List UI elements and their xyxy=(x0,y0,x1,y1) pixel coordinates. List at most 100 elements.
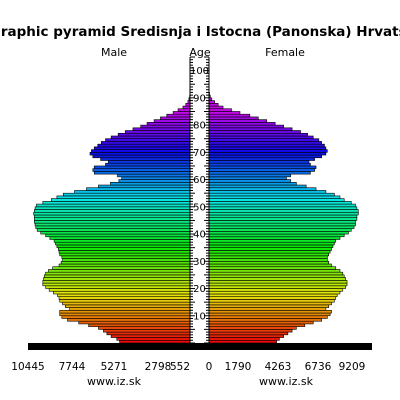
female-bar-age-50 xyxy=(208,203,356,208)
male-bar-age-75 xyxy=(110,135,191,140)
male-bar-age-63 xyxy=(92,168,191,172)
female-bar-age-70 xyxy=(208,149,328,153)
male-bar-age-9 xyxy=(61,315,191,319)
male-bar-age-14 xyxy=(62,301,191,306)
female-bar-age-35 xyxy=(208,244,334,248)
female-label: Female xyxy=(265,46,305,59)
male-bar-age-39 xyxy=(45,233,191,238)
male-bar-age-33 xyxy=(58,250,191,254)
female-bar-age-2 xyxy=(208,334,284,338)
female-bar-age-34 xyxy=(208,247,332,251)
female-bar-age-22 xyxy=(208,280,348,284)
age-tick-label: 10 xyxy=(193,311,206,322)
source-left: www.iz.sk xyxy=(87,375,142,388)
female-bar-age-48 xyxy=(208,209,359,213)
female-bar-age-71 xyxy=(208,146,327,150)
male-bar-age-42 xyxy=(35,225,191,229)
female-bar-age-25 xyxy=(208,271,344,276)
female-bar-age-21 xyxy=(208,282,348,287)
female-bar-age-20 xyxy=(208,285,346,289)
male-bar-age-11 xyxy=(59,310,191,314)
male-bar-age-78 xyxy=(132,127,191,131)
male-bar-age-40 xyxy=(40,231,191,235)
male-axis-tick-label: 552 xyxy=(170,361,190,373)
male-bar-age-19 xyxy=(48,288,191,292)
female-bar-age-36 xyxy=(208,241,335,246)
female-bar-age-81 xyxy=(208,119,268,123)
base-bar xyxy=(28,343,372,350)
male-bar-age-27 xyxy=(52,266,191,270)
female-bar-age-9 xyxy=(208,315,328,319)
female-bar-age-86 xyxy=(208,105,224,110)
male-bar-age-46 xyxy=(34,214,191,218)
female-bar-age-60 xyxy=(208,176,287,180)
male-bar-age-31 xyxy=(61,255,191,259)
age-tick-label: 90 xyxy=(193,93,206,104)
female-bar-age-11 xyxy=(208,310,332,314)
male-bar-age-37 xyxy=(53,239,191,243)
male-bar-age-29 xyxy=(60,260,191,265)
female-bar-age-54 xyxy=(208,192,335,197)
male-bar-age-49 xyxy=(34,206,191,210)
female-bar-age-49 xyxy=(208,206,358,210)
male-bar-age-0 xyxy=(119,339,191,344)
female-bar-age-62 xyxy=(208,171,311,175)
male-bar-age-15 xyxy=(59,299,191,303)
male-bar-age-2 xyxy=(110,334,191,338)
male-bar-age-81 xyxy=(153,119,191,123)
male-bar-age-23 xyxy=(43,277,191,281)
male-bar-age-56 xyxy=(86,187,191,191)
male-bar-age-35 xyxy=(56,244,191,248)
female-bar-age-72 xyxy=(208,143,325,148)
female-bar-age-82 xyxy=(208,116,259,120)
male-bar-age-66 xyxy=(108,160,191,164)
female-bar-age-32 xyxy=(208,252,330,257)
female-bar-age-61 xyxy=(208,173,291,178)
female-bar-age-64 xyxy=(208,165,317,169)
female-bar-age-63 xyxy=(208,168,315,172)
female-bar-age-29 xyxy=(208,260,330,265)
female-bar-age-16 xyxy=(208,296,337,300)
male-bar-age-10 xyxy=(59,312,191,317)
male-bar-age-38 xyxy=(49,236,191,240)
male-bar-age-86 xyxy=(182,105,191,110)
female-bar-age-53 xyxy=(208,195,341,199)
male-bar-age-62 xyxy=(93,171,191,175)
male-bar-age-61 xyxy=(117,173,191,178)
female-bar-age-38 xyxy=(208,236,341,240)
female-bar-age-24 xyxy=(208,274,345,278)
male-bar-age-6 xyxy=(88,323,191,327)
female-axis-tick-label: 6736 xyxy=(305,361,332,373)
female-axis-tick-label: 9209 xyxy=(339,361,366,373)
female-bar-age-18 xyxy=(208,290,341,295)
female-bar-age-75 xyxy=(208,135,314,140)
male-bar-age-77 xyxy=(124,130,191,134)
female-bar-age-31 xyxy=(208,255,328,259)
age-tick-label: 60 xyxy=(193,175,206,186)
male-bar-age-58 xyxy=(110,182,191,186)
female-bar-age-8 xyxy=(208,318,322,322)
female-bar-age-15 xyxy=(208,299,335,303)
male-bar-age-68 xyxy=(92,154,191,159)
male-bar-age-43 xyxy=(34,222,191,227)
male-bar-age-85 xyxy=(177,108,191,112)
male-bar-age-48 xyxy=(34,209,191,213)
female-bar-age-7 xyxy=(208,320,314,325)
male-bar-age-13 xyxy=(65,304,191,308)
female-bar-age-45 xyxy=(208,217,358,221)
female-bar-age-84 xyxy=(208,111,241,115)
female-bar-age-17 xyxy=(208,293,338,297)
male-bar-age-84 xyxy=(172,111,191,115)
male-bar-age-17 xyxy=(57,293,191,297)
female-bar-age-78 xyxy=(208,127,293,131)
female-bar-age-51 xyxy=(208,201,352,205)
male-bar-age-51 xyxy=(42,201,191,205)
age-tick-label: 100 xyxy=(190,66,209,77)
female-bar-age-40 xyxy=(208,231,349,235)
female-bar-age-13 xyxy=(208,304,330,308)
male-bar-age-50 xyxy=(36,203,191,208)
male-bar-age-3 xyxy=(106,331,191,336)
male-bar-age-34 xyxy=(58,247,191,251)
